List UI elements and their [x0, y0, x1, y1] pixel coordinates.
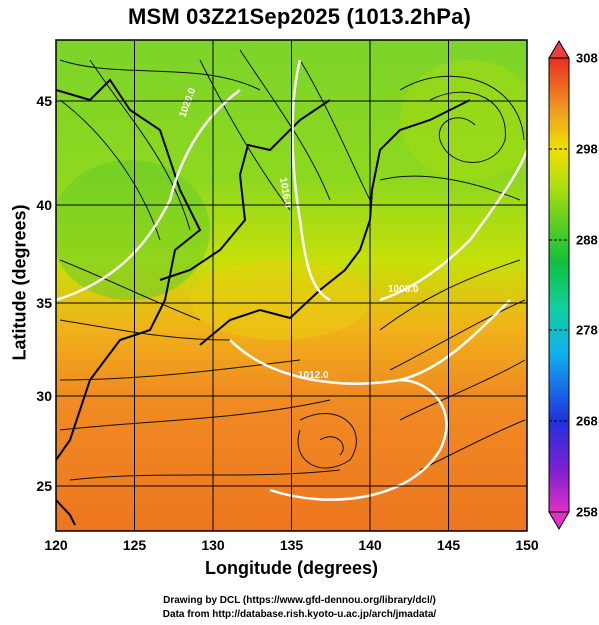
x-tick-125: 125 — [122, 537, 147, 553]
isobar-1020 — [56, 89, 241, 302]
y-tick-45: 45 — [36, 93, 52, 109]
japan-coastline — [199, 99, 471, 346]
x-axis-label: Longitude (degrees) — [204, 558, 378, 578]
y-tick-25: 25 — [36, 478, 52, 494]
warm-band — [190, 260, 370, 340]
plot-frame — [55, 39, 528, 532]
y-axis-label: Latitude (degrees) — [9, 204, 30, 361]
colorbar-label-308: 308 — [576, 50, 598, 66]
isobar-1008 — [379, 149, 527, 302]
isobar-outer — [269, 378, 448, 501]
isobar-label-1016: 1016.0 — [277, 177, 293, 209]
x-tick-130: 130 — [201, 537, 225, 553]
x-tick-150: 150 — [515, 537, 539, 553]
isobars — [56, 59, 527, 501]
colorbar-min-triangle — [548, 511, 570, 530]
china-coastline — [56, 78, 202, 461]
credit-data: Data from http://database.rish.kyoto-u.a… — [162, 609, 437, 620]
isobar-label-1012: 1012.0 — [298, 370, 329, 381]
y-tick-35: 35 — [36, 295, 52, 311]
colorbar-label-278: 278 — [576, 322, 598, 338]
colorbar-label-258: 258 — [576, 504, 598, 520]
colorbar-max-triangle — [548, 40, 570, 59]
colorbar-label-268: 268 — [576, 413, 598, 429]
credit-drawing: Drawing by DCL (https://www.gfd-dennou.o… — [163, 595, 436, 606]
isobar-1012 — [229, 299, 511, 385]
x-tick-140: 140 — [358, 537, 382, 553]
wind-streamlines — [59, 49, 526, 481]
y-tick-30: 30 — [36, 388, 52, 404]
lat-lon-grid — [56, 40, 527, 531]
isobar-label-1008: 1008.0 — [388, 284, 419, 295]
x-tick-135: 135 — [279, 537, 304, 553]
x-tick-145: 145 — [436, 537, 461, 553]
y-tick-40: 40 — [36, 197, 52, 213]
map-title: MSM 03Z21Sep2025 (1013.2hPa) — [127, 4, 472, 29]
low-warm-region — [400, 60, 527, 180]
x-tick-120: 120 — [44, 537, 68, 553]
colorbar — [548, 57, 570, 513]
isobar-1016 — [291, 59, 331, 302]
korea-coastline — [159, 99, 331, 281]
colorbar-label-298: 298 — [576, 141, 598, 157]
colorbar-ticks — [549, 148, 569, 422]
cool-region — [56, 160, 210, 300]
colorbar-label-288: 288 — [576, 232, 598, 248]
taiwan-coastline — [56, 499, 76, 526]
